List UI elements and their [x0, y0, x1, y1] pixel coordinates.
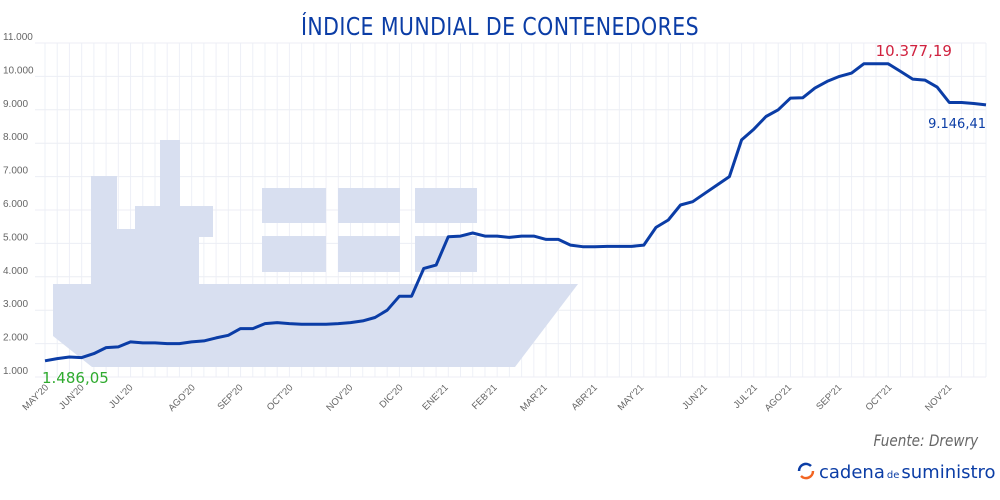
- y-tick-label: 9.000: [3, 99, 28, 110]
- brand-name: cadena: [819, 462, 885, 483]
- x-tick-label: SEP'20: [215, 382, 245, 412]
- y-tick-label: 11.000: [3, 32, 33, 43]
- chart-title: ÍNDICE MUNDIAL DE CONTENEDORES: [300, 12, 700, 41]
- x-tick-label: NOV'20: [324, 382, 355, 413]
- container: [415, 188, 477, 223]
- y-tick-label: 1.000: [3, 366, 28, 377]
- x-tick-label: OCT'20: [265, 382, 296, 413]
- x-tick-label: FEB'21: [470, 382, 500, 412]
- y-tick-label: 10.000: [3, 65, 34, 76]
- x-tick-label: JUN'20: [57, 382, 87, 412]
- x-tick-label: DIC'20: [377, 382, 405, 410]
- data-label: 1.486,05: [42, 369, 109, 387]
- x-tick-label: MAY'21: [616, 382, 647, 413]
- series-line: [44, 62, 987, 363]
- container: [338, 236, 400, 272]
- x-tick-label: MAY'20: [21, 382, 52, 413]
- brand-name: de: [886, 470, 900, 481]
- x-tick-label: AGO'21: [763, 382, 794, 413]
- source-note: Fuente: Drewry: [873, 431, 978, 450]
- y-tick-label: 6.000: [3, 199, 28, 210]
- y-tick-label: 2.000: [3, 333, 28, 344]
- x-tick-label: SEP'21: [814, 382, 844, 412]
- brand-name: suministro: [901, 462, 996, 483]
- y-tick-label: 5.000: [3, 232, 28, 243]
- y-tick-label: 4.000: [3, 266, 28, 277]
- x-tick-label: ABR'21: [569, 382, 599, 412]
- data-label: 9.146,41: [928, 117, 986, 132]
- x-tick-label: AGO'20: [166, 382, 197, 413]
- x-tick-label: ENE'21: [420, 382, 450, 412]
- data-label: 10.377,19: [876, 42, 952, 60]
- ship-illustration: [53, 140, 578, 367]
- x-tick-label: NOV'21: [923, 382, 954, 413]
- refresh-logo-icon: [797, 462, 815, 480]
- ship-superstructure: [91, 140, 213, 284]
- y-tick-label: 3.000: [3, 299, 28, 310]
- x-tick-label: OCT'21: [864, 382, 895, 413]
- x-tick-label: MAR'21: [518, 382, 549, 413]
- container: [338, 188, 400, 223]
- x-tick-label: JUL'20: [107, 382, 135, 410]
- y-tick-label: 7.000: [3, 166, 28, 177]
- y-tick-label: 8.000: [3, 132, 28, 143]
- x-tick-label: JUN'21: [680, 382, 710, 412]
- x-tick-label: JUL'21: [731, 382, 759, 410]
- container: [262, 188, 326, 223]
- brand-logo: cadena de suministro: [795, 458, 996, 483]
- container: [262, 236, 326, 272]
